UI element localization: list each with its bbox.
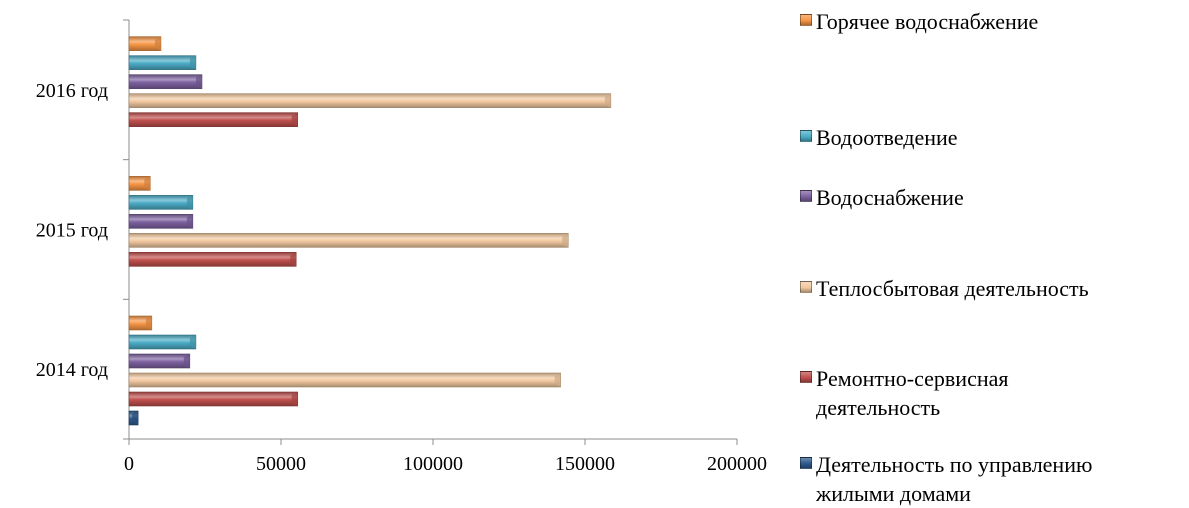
bar — [128, 353, 191, 369]
legend-item: Теплосбытовая деятельность — [800, 274, 1089, 303]
legend-label: Водоотведение — [816, 125, 958, 150]
legend-item: Водоотведение — [800, 123, 958, 152]
legend-swatch — [800, 281, 812, 293]
bar — [128, 372, 561, 388]
bar — [128, 93, 612, 108]
x-tick-label: 0 — [124, 453, 134, 475]
x-axis-ticks: 0 50000 100000 150000 200000 — [124, 439, 767, 475]
legend-swatch — [800, 371, 812, 383]
category-label: 2016 год — [36, 80, 108, 102]
bar — [128, 214, 194, 229]
x-tick-label: 200000 — [707, 453, 767, 475]
legend-swatch — [800, 14, 812, 26]
bar — [128, 176, 151, 191]
chart-legend: Горячее водоснабжение Водоотведение Водосн… — [800, 0, 1189, 508]
x-tick-label: 100000 — [403, 453, 463, 475]
bar — [128, 391, 299, 407]
legend-swatch — [800, 130, 812, 142]
bar — [128, 36, 162, 51]
bar — [128, 55, 197, 70]
legend-label: Ремонтно-сервисная деятельность — [816, 366, 1009, 420]
legend-swatch — [800, 190, 812, 202]
bar — [128, 195, 194, 210]
bar — [128, 334, 197, 350]
x-tick-label: 50000 — [256, 453, 306, 475]
legend-item: Водоснабжение — [800, 183, 964, 212]
bar — [128, 315, 153, 331]
legend-item: Горячее водоснабжение — [800, 7, 1038, 36]
chart-bars — [128, 36, 612, 426]
bar — [128, 112, 299, 127]
category-label: 2014 год — [36, 359, 108, 381]
bar — [128, 233, 569, 248]
x-tick-label: 150000 — [555, 453, 615, 475]
legend-label: Деятельность по управлению жилыми домами — [816, 452, 1093, 506]
legend-item: Ремонтно-сервисная деятельность — [800, 364, 1009, 422]
legend-label: Водоснабжение — [816, 185, 964, 210]
legend-label: Теплосбытовая деятельность — [816, 276, 1089, 301]
legend-swatch — [800, 457, 812, 469]
legend-item: Деятельность по управлению жилыми домами — [800, 450, 1092, 508]
bar — [128, 252, 297, 267]
legend-label: Горячее водоснабжение — [816, 9, 1039, 34]
bar — [128, 74, 203, 89]
y-axis-categories: 2014 год 2015 год 2016 год — [36, 80, 108, 381]
bar — [128, 410, 139, 426]
bar-chart: 0 50000 100000 150000 200000 2014 год 2015 го… — [36, 19, 767, 475]
category-label: 2015 год — [36, 220, 108, 242]
